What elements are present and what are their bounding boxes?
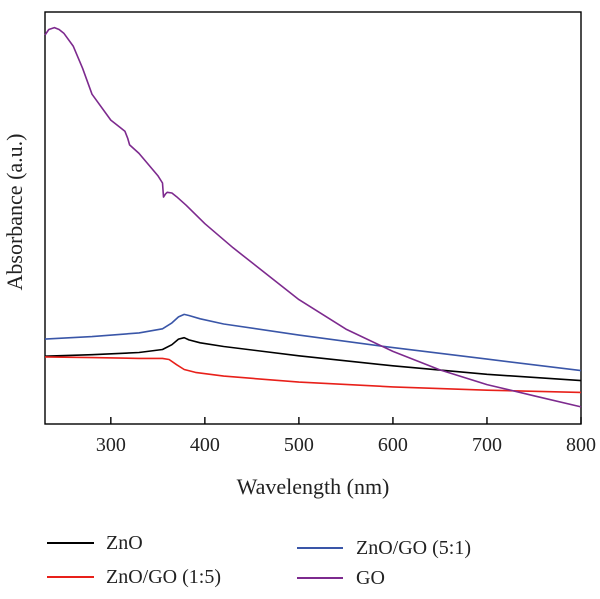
x-tick-label: 400 — [190, 434, 220, 456]
series-layer — [44, 26, 582, 408]
series-line-zno-go-1-5 — [44, 356, 582, 394]
series-line-zno — [44, 336, 582, 382]
x-axis-ticks: 300 400 500 600 700 800 — [96, 417, 596, 456]
y-axis-title: Absorbance (a.u.) — [2, 134, 27, 291]
series-line-go — [44, 26, 582, 408]
plot-frame — [44, 11, 582, 425]
x-tick-label: 600 — [378, 434, 408, 456]
x-axis-title: Wavelength (nm) — [237, 474, 390, 499]
legend-label-go: GO — [356, 567, 385, 589]
x-tick-label: 500 — [284, 434, 314, 456]
series-line-zno-go-5-1 — [44, 313, 582, 372]
legend: ZnO ZnO/GO (1:5) ZnO/GO (5:1) GO — [47, 532, 471, 589]
x-tick-label: 800 — [566, 434, 596, 456]
legend-label-zno-go-5-1: ZnO/GO (5:1) — [356, 537, 471, 559]
legend-label-zno: ZnO — [106, 532, 143, 554]
x-tick-label: 300 — [96, 434, 126, 456]
legend-label-zno-go-1-5: ZnO/GO (1:5) — [106, 566, 221, 588]
x-tick-label: 700 — [472, 434, 502, 456]
